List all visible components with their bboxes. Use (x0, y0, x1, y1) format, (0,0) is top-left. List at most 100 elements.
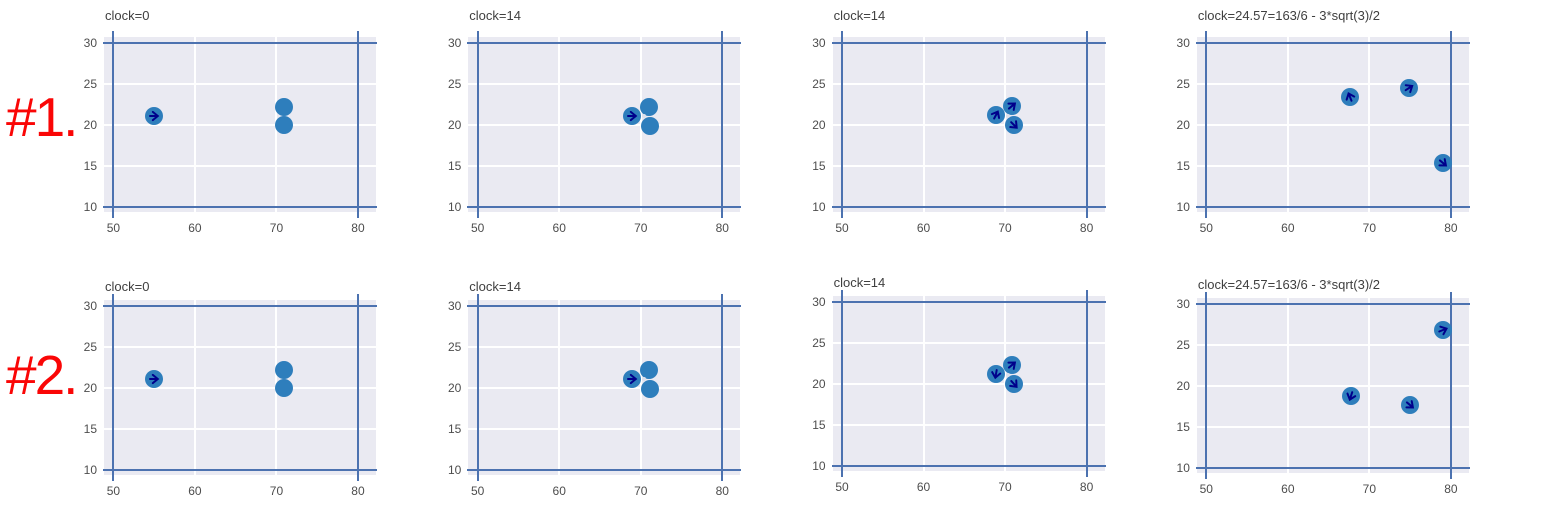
grid-line-horizontal (1196, 385, 1469, 387)
scatter-point (274, 98, 293, 117)
x-tick-label: 70 (998, 480, 1012, 494)
axis-frame-line-vertical (1205, 31, 1208, 218)
x-tick-label: 70 (269, 484, 284, 498)
grid-line-horizontal (468, 83, 741, 86)
y-tick-label: 15 (812, 158, 826, 173)
plot-title: clock=14 (833, 8, 886, 23)
axis-frame-line-horizontal (831, 301, 1106, 304)
heading-arrow-icon (1003, 373, 1026, 396)
y-tick-label: 15 (1176, 419, 1190, 434)
x-tick-label: 80 (351, 484, 365, 498)
y-tick-label: 10 (812, 458, 826, 473)
axis-frame-line-horizontal (467, 305, 742, 308)
axis-frame-line-vertical (1449, 31, 1452, 218)
x-tick-label: 50 (835, 480, 849, 494)
axis-frame-line-horizontal (1195, 303, 1470, 306)
grid-line-horizontal (1196, 83, 1469, 86)
x-tick-label: 60 (188, 221, 202, 235)
axis-frame-line-horizontal (103, 468, 377, 471)
x-tick-label: 70 (1362, 482, 1377, 496)
y-tick-label: 25 (83, 340, 97, 355)
axis-frame-line-vertical (356, 294, 359, 481)
axis-frame-line-vertical (1449, 292, 1452, 479)
y-tick-label: 10 (1176, 199, 1190, 214)
grid-line-horizontal (104, 83, 376, 86)
x-tick-label: 80 (1444, 221, 1458, 235)
grid-line-horizontal (832, 342, 1105, 345)
axis-frame-line-horizontal (103, 305, 377, 308)
y-tick-label: 25 (1176, 338, 1190, 353)
axis-frame-line-vertical (356, 31, 359, 218)
heading-arrow-icon (146, 371, 162, 387)
x-tick-label: 50 (1199, 221, 1213, 235)
axis-frame-line-horizontal (831, 42, 1106, 45)
axis-frame-line-horizontal (831, 205, 1106, 208)
grid-line-horizontal (832, 164, 1105, 167)
y-tick-label: 15 (812, 417, 826, 432)
grid-line-horizontal (1196, 164, 1469, 167)
grid-line-horizontal (832, 83, 1105, 86)
cluster-center-dot (642, 376, 647, 381)
scatter-point (639, 97, 658, 116)
x-tick-label: 60 (1281, 221, 1295, 235)
heading-arrow-icon (1003, 114, 1026, 137)
heading-arrow-icon (624, 371, 640, 387)
heading-arrow-icon (1341, 386, 1361, 406)
x-tick-label: 80 (715, 484, 729, 498)
plot-title: clock=24.57=163/6 - 3*sqrt(3)/2 (1197, 277, 1380, 292)
grid-line-horizontal (1196, 425, 1469, 428)
y-tick-label: 20 (447, 118, 462, 132)
plot-panel (1195, 292, 1470, 479)
y-tick-label: 25 (447, 340, 462, 355)
y-tick-label: 20 (83, 118, 97, 132)
heading-arrow-icon (1399, 394, 1422, 417)
x-tick-label: 60 (188, 484, 202, 498)
x-tick-label: 70 (1362, 221, 1377, 235)
y-tick-label: 15 (1176, 158, 1190, 173)
axis-frame-line-horizontal (103, 42, 377, 45)
axis-frame-line-horizontal (467, 42, 742, 45)
cluster-center-dot (1005, 114, 1010, 118)
y-tick-label: 30 (812, 295, 826, 310)
axis-frame-line-horizontal (103, 205, 377, 208)
axis-frame-line-horizontal (467, 205, 742, 208)
y-tick-label: 20 (83, 381, 97, 395)
x-tick-label: 80 (1444, 482, 1458, 496)
heading-arrow-icon (985, 104, 1007, 126)
y-tick-label: 30 (83, 36, 97, 51)
axis-frame-line-vertical (721, 294, 724, 481)
grid-line-horizontal (1196, 124, 1469, 126)
x-tick-label: 70 (634, 221, 648, 235)
y-tick-label: 25 (1176, 77, 1190, 92)
axis-frame-line-vertical (721, 31, 724, 218)
plot-title: clock=14 (833, 275, 886, 290)
scatter-point (640, 379, 659, 398)
grid-line-horizontal (468, 427, 741, 430)
x-tick-label: 50 (471, 221, 485, 235)
x-tick-label: 50 (106, 221, 121, 235)
scatter-point (274, 116, 293, 135)
x-tick-label: 70 (634, 484, 648, 498)
heading-arrow-icon (1339, 87, 1360, 108)
axis-frame-line-horizontal (1195, 42, 1470, 45)
y-tick-label: 10 (83, 199, 97, 214)
y-tick-label: 15 (447, 158, 462, 173)
axis-frame-line-vertical (1085, 31, 1088, 218)
axis-frame-line-horizontal (1195, 205, 1470, 208)
grid-line-horizontal (468, 124, 741, 126)
y-tick-label: 20 (1176, 379, 1190, 393)
grid-line-horizontal (104, 427, 376, 430)
x-tick-label: 50 (835, 221, 849, 235)
x-tick-label: 50 (1199, 482, 1213, 496)
plot-panel (467, 31, 742, 218)
y-tick-label: 25 (812, 336, 826, 351)
grid-line-horizontal (104, 164, 376, 167)
axis-frame-line-horizontal (831, 464, 1106, 467)
scatter-point (639, 360, 658, 379)
y-tick-label: 30 (447, 299, 462, 314)
x-tick-label: 60 (1281, 482, 1295, 496)
axis-frame-line-vertical (840, 31, 843, 218)
grid-line-horizontal (104, 346, 376, 349)
axis-frame-line-vertical (1085, 290, 1088, 477)
